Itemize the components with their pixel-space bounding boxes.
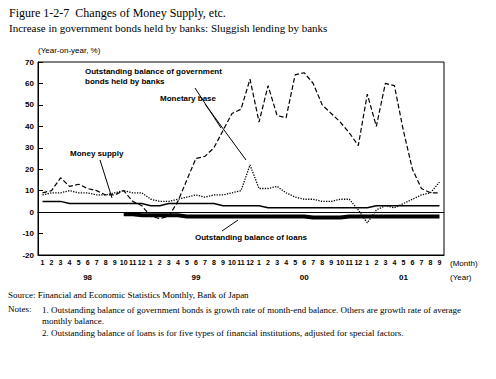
svg-text:(Month): (Month) <box>450 259 478 268</box>
svg-text:98: 98 <box>83 273 92 282</box>
svg-text:1: 1 <box>257 259 261 266</box>
svg-text:7: 7 <box>311 259 315 266</box>
svg-text:40: 40 <box>25 122 34 131</box>
svg-text:-20: -20 <box>22 251 34 260</box>
svg-text:1: 1 <box>365 259 369 266</box>
svg-text:7: 7 <box>419 259 423 266</box>
svg-text:11: 11 <box>237 259 245 266</box>
svg-text:5: 5 <box>401 259 405 266</box>
svg-text:-10: -10 <box>22 229 34 238</box>
svg-text:2. Outstanding balance of loan: 2. Outstanding balance of loans is for f… <box>42 328 403 338</box>
svg-text:Monetary base: Monetary base <box>160 94 217 103</box>
svg-text:9: 9 <box>329 259 333 266</box>
svg-text:10: 10 <box>25 186 34 195</box>
svg-text:6: 6 <box>86 259 90 266</box>
svg-text:(Year-on-year, %): (Year-on-year, %) <box>38 46 101 55</box>
svg-text:01: 01 <box>399 273 408 282</box>
svg-text:8: 8 <box>320 259 324 266</box>
svg-text:Increase in government bonds h: Increase in government bonds held by ban… <box>9 22 327 34</box>
svg-text:Money supply: Money supply <box>70 149 124 158</box>
svg-text:6: 6 <box>410 259 414 266</box>
svg-text:2: 2 <box>266 259 270 266</box>
svg-text:0: 0 <box>30 208 35 217</box>
svg-text:Outstanding balance of governm: Outstanding balance of government <box>85 67 222 76</box>
svg-text:7: 7 <box>203 259 207 266</box>
svg-text:12: 12 <box>138 259 146 266</box>
svg-text:9: 9 <box>113 259 117 266</box>
svg-text:1. Outstanding balance of gove: 1. Outstanding balance of government bon… <box>42 305 463 315</box>
svg-text:5: 5 <box>185 259 189 266</box>
svg-text:4: 4 <box>68 259 72 266</box>
svg-text:5: 5 <box>77 259 81 266</box>
svg-text:99: 99 <box>191 273 200 282</box>
svg-text:10: 10 <box>228 259 236 266</box>
svg-text:60: 60 <box>25 79 34 88</box>
svg-text:6: 6 <box>302 259 306 266</box>
svg-text:Outstanding balance of loans: Outstanding balance of loans <box>195 233 308 242</box>
svg-text:12: 12 <box>246 259 254 266</box>
svg-text:8: 8 <box>429 259 433 266</box>
svg-text:2: 2 <box>50 259 54 266</box>
svg-text:50: 50 <box>25 100 34 109</box>
svg-text:Figure 1-2-7 Changes of Money: Figure 1-2-7 Changes of Money Supply, et… <box>9 6 226 20</box>
svg-text:11: 11 <box>129 259 137 266</box>
svg-text:3: 3 <box>275 259 279 266</box>
svg-text:4: 4 <box>176 259 180 266</box>
svg-text:4: 4 <box>392 259 396 266</box>
svg-text:9: 9 <box>438 259 442 266</box>
svg-text:1: 1 <box>149 259 153 266</box>
svg-text:10: 10 <box>336 259 344 266</box>
svg-text:Notes:: Notes: <box>8 304 32 314</box>
svg-text:4: 4 <box>284 259 288 266</box>
svg-text:monthly balance.: monthly balance. <box>42 316 104 326</box>
svg-text:20: 20 <box>25 165 34 174</box>
svg-text:1: 1 <box>41 259 45 266</box>
svg-text:9: 9 <box>221 259 225 266</box>
svg-text:5: 5 <box>293 259 297 266</box>
svg-text:3: 3 <box>383 259 387 266</box>
svg-text:2: 2 <box>374 259 378 266</box>
svg-text:bonds held by banks: bonds held by banks <box>85 77 165 86</box>
svg-text:8: 8 <box>104 259 108 266</box>
svg-text:3: 3 <box>167 259 171 266</box>
svg-text:10: 10 <box>120 259 128 266</box>
svg-text:(Year): (Year) <box>450 273 472 282</box>
svg-text:12: 12 <box>354 259 362 266</box>
svg-text:Source: Financial and Economic: Source: Financial and Economic Statistic… <box>8 290 249 300</box>
svg-text:8: 8 <box>212 259 216 266</box>
svg-text:30: 30 <box>25 143 34 152</box>
svg-text:6: 6 <box>194 259 198 266</box>
svg-text:11: 11 <box>346 259 354 266</box>
svg-text:70: 70 <box>25 58 34 67</box>
svg-text:00: 00 <box>300 273 309 282</box>
svg-text:7: 7 <box>95 259 99 266</box>
svg-text:2: 2 <box>158 259 162 266</box>
svg-text:3: 3 <box>59 259 63 266</box>
